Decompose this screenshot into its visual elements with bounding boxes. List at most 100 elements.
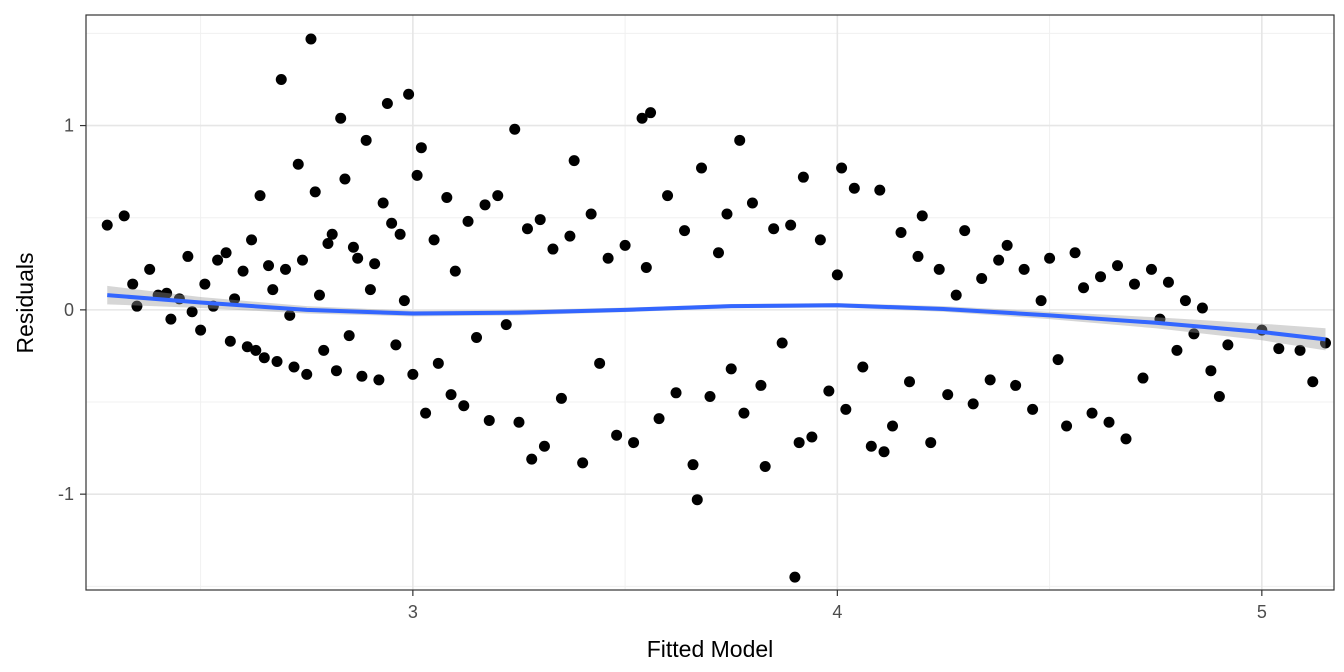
data-point <box>483 414 495 426</box>
data-point <box>526 453 538 465</box>
data-point <box>789 571 801 583</box>
data-point <box>662 190 674 202</box>
data-point <box>118 210 130 222</box>
data-point <box>500 319 512 331</box>
data-point <box>521 223 533 235</box>
data-point <box>831 269 843 281</box>
data-point <box>1103 416 1115 428</box>
data-point <box>534 214 546 226</box>
data-point <box>904 376 916 388</box>
data-point <box>428 234 440 246</box>
data-point <box>275 74 287 86</box>
data-point <box>1120 433 1132 445</box>
data-point <box>305 33 317 45</box>
data-point <box>326 228 338 240</box>
data-point <box>967 398 979 410</box>
data-point <box>284 309 296 321</box>
data-point <box>670 387 682 399</box>
data-point <box>925 437 937 449</box>
data-point <box>887 420 899 432</box>
data-point <box>1213 390 1225 402</box>
data-point <box>415 142 427 154</box>
data-point <box>555 392 567 404</box>
data-point <box>950 289 962 301</box>
data-point <box>1205 365 1217 377</box>
data-point <box>959 225 971 237</box>
data-point <box>759 461 771 473</box>
data-point <box>458 400 470 412</box>
data-point <box>814 234 826 246</box>
data-point <box>1027 403 1039 415</box>
data-point <box>1112 260 1124 272</box>
data-point <box>186 306 198 318</box>
data-point <box>449 265 461 277</box>
data-point <box>602 252 614 264</box>
data-point <box>1222 339 1234 351</box>
x-tick-label: 4 <box>832 602 842 622</box>
data-point <box>339 173 351 185</box>
data-point <box>386 217 398 229</box>
data-point <box>1196 302 1208 314</box>
data-point <box>318 344 330 356</box>
data-point <box>250 344 262 356</box>
data-point <box>381 97 393 109</box>
data-point <box>1294 344 1306 356</box>
smooth-trend-line <box>107 293 1326 342</box>
data-point <box>131 300 143 312</box>
data-point <box>445 389 457 401</box>
data-point <box>712 247 724 259</box>
data-point <box>687 459 699 471</box>
data-point <box>407 368 419 380</box>
data-point <box>611 429 623 441</box>
data-point <box>848 182 860 194</box>
data-point <box>182 250 194 262</box>
data-point <box>420 407 432 419</box>
data-point <box>394 228 406 240</box>
data-point <box>645 107 657 119</box>
data-point <box>127 278 139 290</box>
data-point <box>398 295 410 307</box>
data-point <box>1137 372 1149 384</box>
data-point <box>933 263 945 275</box>
data-point <box>347 241 359 253</box>
data-point <box>280 263 292 275</box>
data-point <box>462 215 474 227</box>
data-point <box>912 250 924 262</box>
data-point <box>471 332 483 344</box>
data-point <box>1035 295 1047 307</box>
data-point <box>993 254 1005 266</box>
data-point <box>1018 263 1030 275</box>
data-point <box>343 330 355 342</box>
panel-border <box>85 14 1335 591</box>
smooth-layer <box>107 285 1326 351</box>
data-point <box>840 403 852 415</box>
data-point <box>479 199 491 211</box>
data-point <box>874 184 886 196</box>
data-point <box>691 494 703 506</box>
data-point <box>895 226 907 238</box>
data-point <box>857 361 869 373</box>
data-point <box>628 437 640 449</box>
data-point <box>806 431 818 443</box>
data-point <box>165 313 177 325</box>
data-point <box>594 357 606 369</box>
data-point <box>1010 379 1022 391</box>
y-tick-label: 1 <box>64 116 74 136</box>
data-point <box>199 278 211 290</box>
x-axis-title: Fitted Model <box>647 636 774 662</box>
data-point <box>738 407 750 419</box>
data-point <box>373 374 385 386</box>
data-point <box>1179 295 1191 307</box>
data-point <box>271 355 283 367</box>
data-point <box>1128 278 1140 290</box>
x-tick-label: 5 <box>1257 602 1267 622</box>
data-point <box>335 112 347 124</box>
data-point <box>246 234 258 246</box>
data-point <box>513 416 525 428</box>
data-point <box>212 254 224 266</box>
data-point <box>390 339 402 351</box>
data-point <box>195 324 207 336</box>
data-point <box>976 273 988 285</box>
